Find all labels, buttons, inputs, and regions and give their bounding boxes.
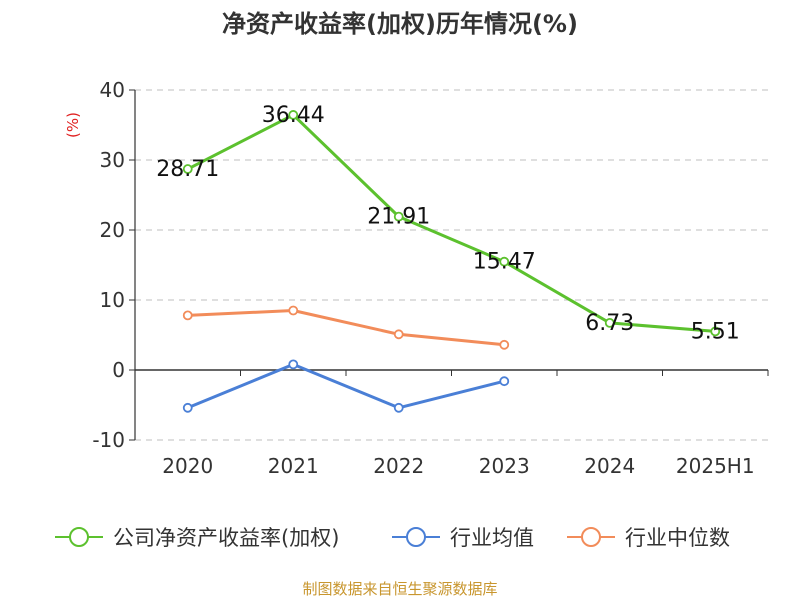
- series-lines: [182, 110, 721, 413]
- data-label: 36.44: [262, 103, 325, 128]
- x-tick-label: 2021: [268, 454, 319, 478]
- x-tick-label: 2020: [162, 454, 213, 478]
- data-label: 15.47: [473, 250, 536, 275]
- data-label: 28.71: [156, 157, 219, 182]
- data-point: [393, 402, 404, 413]
- x-tick-label: 2024: [584, 454, 635, 478]
- legend-item-2[interactable]: 行业中位数: [567, 526, 730, 550]
- legend-swatch-marker: [69, 527, 89, 547]
- series-line-1: [187, 362, 505, 410]
- data-point: [288, 110, 299, 120]
- data-point: [288, 305, 299, 316]
- y-tick-label: 0: [112, 358, 125, 382]
- y-tick-label: 40: [100, 78, 125, 102]
- data-point: [288, 359, 299, 370]
- chart-title: 净资产收益率(加权)历年情况(%): [222, 10, 578, 38]
- data-point: [710, 326, 721, 337]
- data-point: [182, 402, 193, 413]
- legend-label: 行业均值: [450, 526, 534, 550]
- series-line-2: [187, 309, 505, 347]
- source-note: 制图数据来自恒生聚源数据库: [302, 580, 498, 598]
- legend-item-0[interactable]: 公司净资产收益率(加权): [55, 526, 339, 550]
- x-tick-label: 2025H1: [676, 454, 755, 478]
- legend-label: 公司净资产收益率(加权): [113, 526, 339, 550]
- data-labels: 28.71 36.44 21.91 15.47 6.73 5.51: [156, 103, 739, 345]
- axes: 40 30 20 10 0 -10 2020 2021 2022 2023 2024 2025H1: [92, 78, 769, 478]
- legend: 公司净资产收益率(加权) 行业均值 行业中位数: [55, 526, 730, 550]
- data-label: 5.51: [691, 319, 740, 344]
- y-tick-label: 30: [100, 148, 125, 172]
- legend-swatch-marker: [406, 527, 426, 547]
- x-tick-label: 2022: [373, 454, 424, 478]
- data-label: 21.91: [367, 205, 430, 230]
- legend-label: 行业中位数: [625, 526, 730, 550]
- data-point: [182, 310, 193, 321]
- data-label: 6.73: [585, 311, 634, 336]
- x-tick-label: 2023: [479, 454, 530, 478]
- data-point: [182, 164, 193, 174]
- data-point: [604, 317, 615, 328]
- y-axis-label: (%): [64, 112, 82, 138]
- data-point: [499, 376, 510, 387]
- data-point: [499, 339, 510, 350]
- gridlines: [135, 89, 768, 441]
- y-tick-label: 10: [100, 288, 125, 312]
- data-point: [499, 256, 510, 267]
- y-tick-label: 20: [100, 218, 125, 242]
- legend-item-1[interactable]: 行业均值: [392, 526, 534, 550]
- data-point: [393, 211, 404, 222]
- legend-swatch-marker: [581, 527, 601, 547]
- data-point: [393, 329, 404, 340]
- y-tick-label: -10: [92, 428, 125, 452]
- series-line-0: [187, 113, 716, 333]
